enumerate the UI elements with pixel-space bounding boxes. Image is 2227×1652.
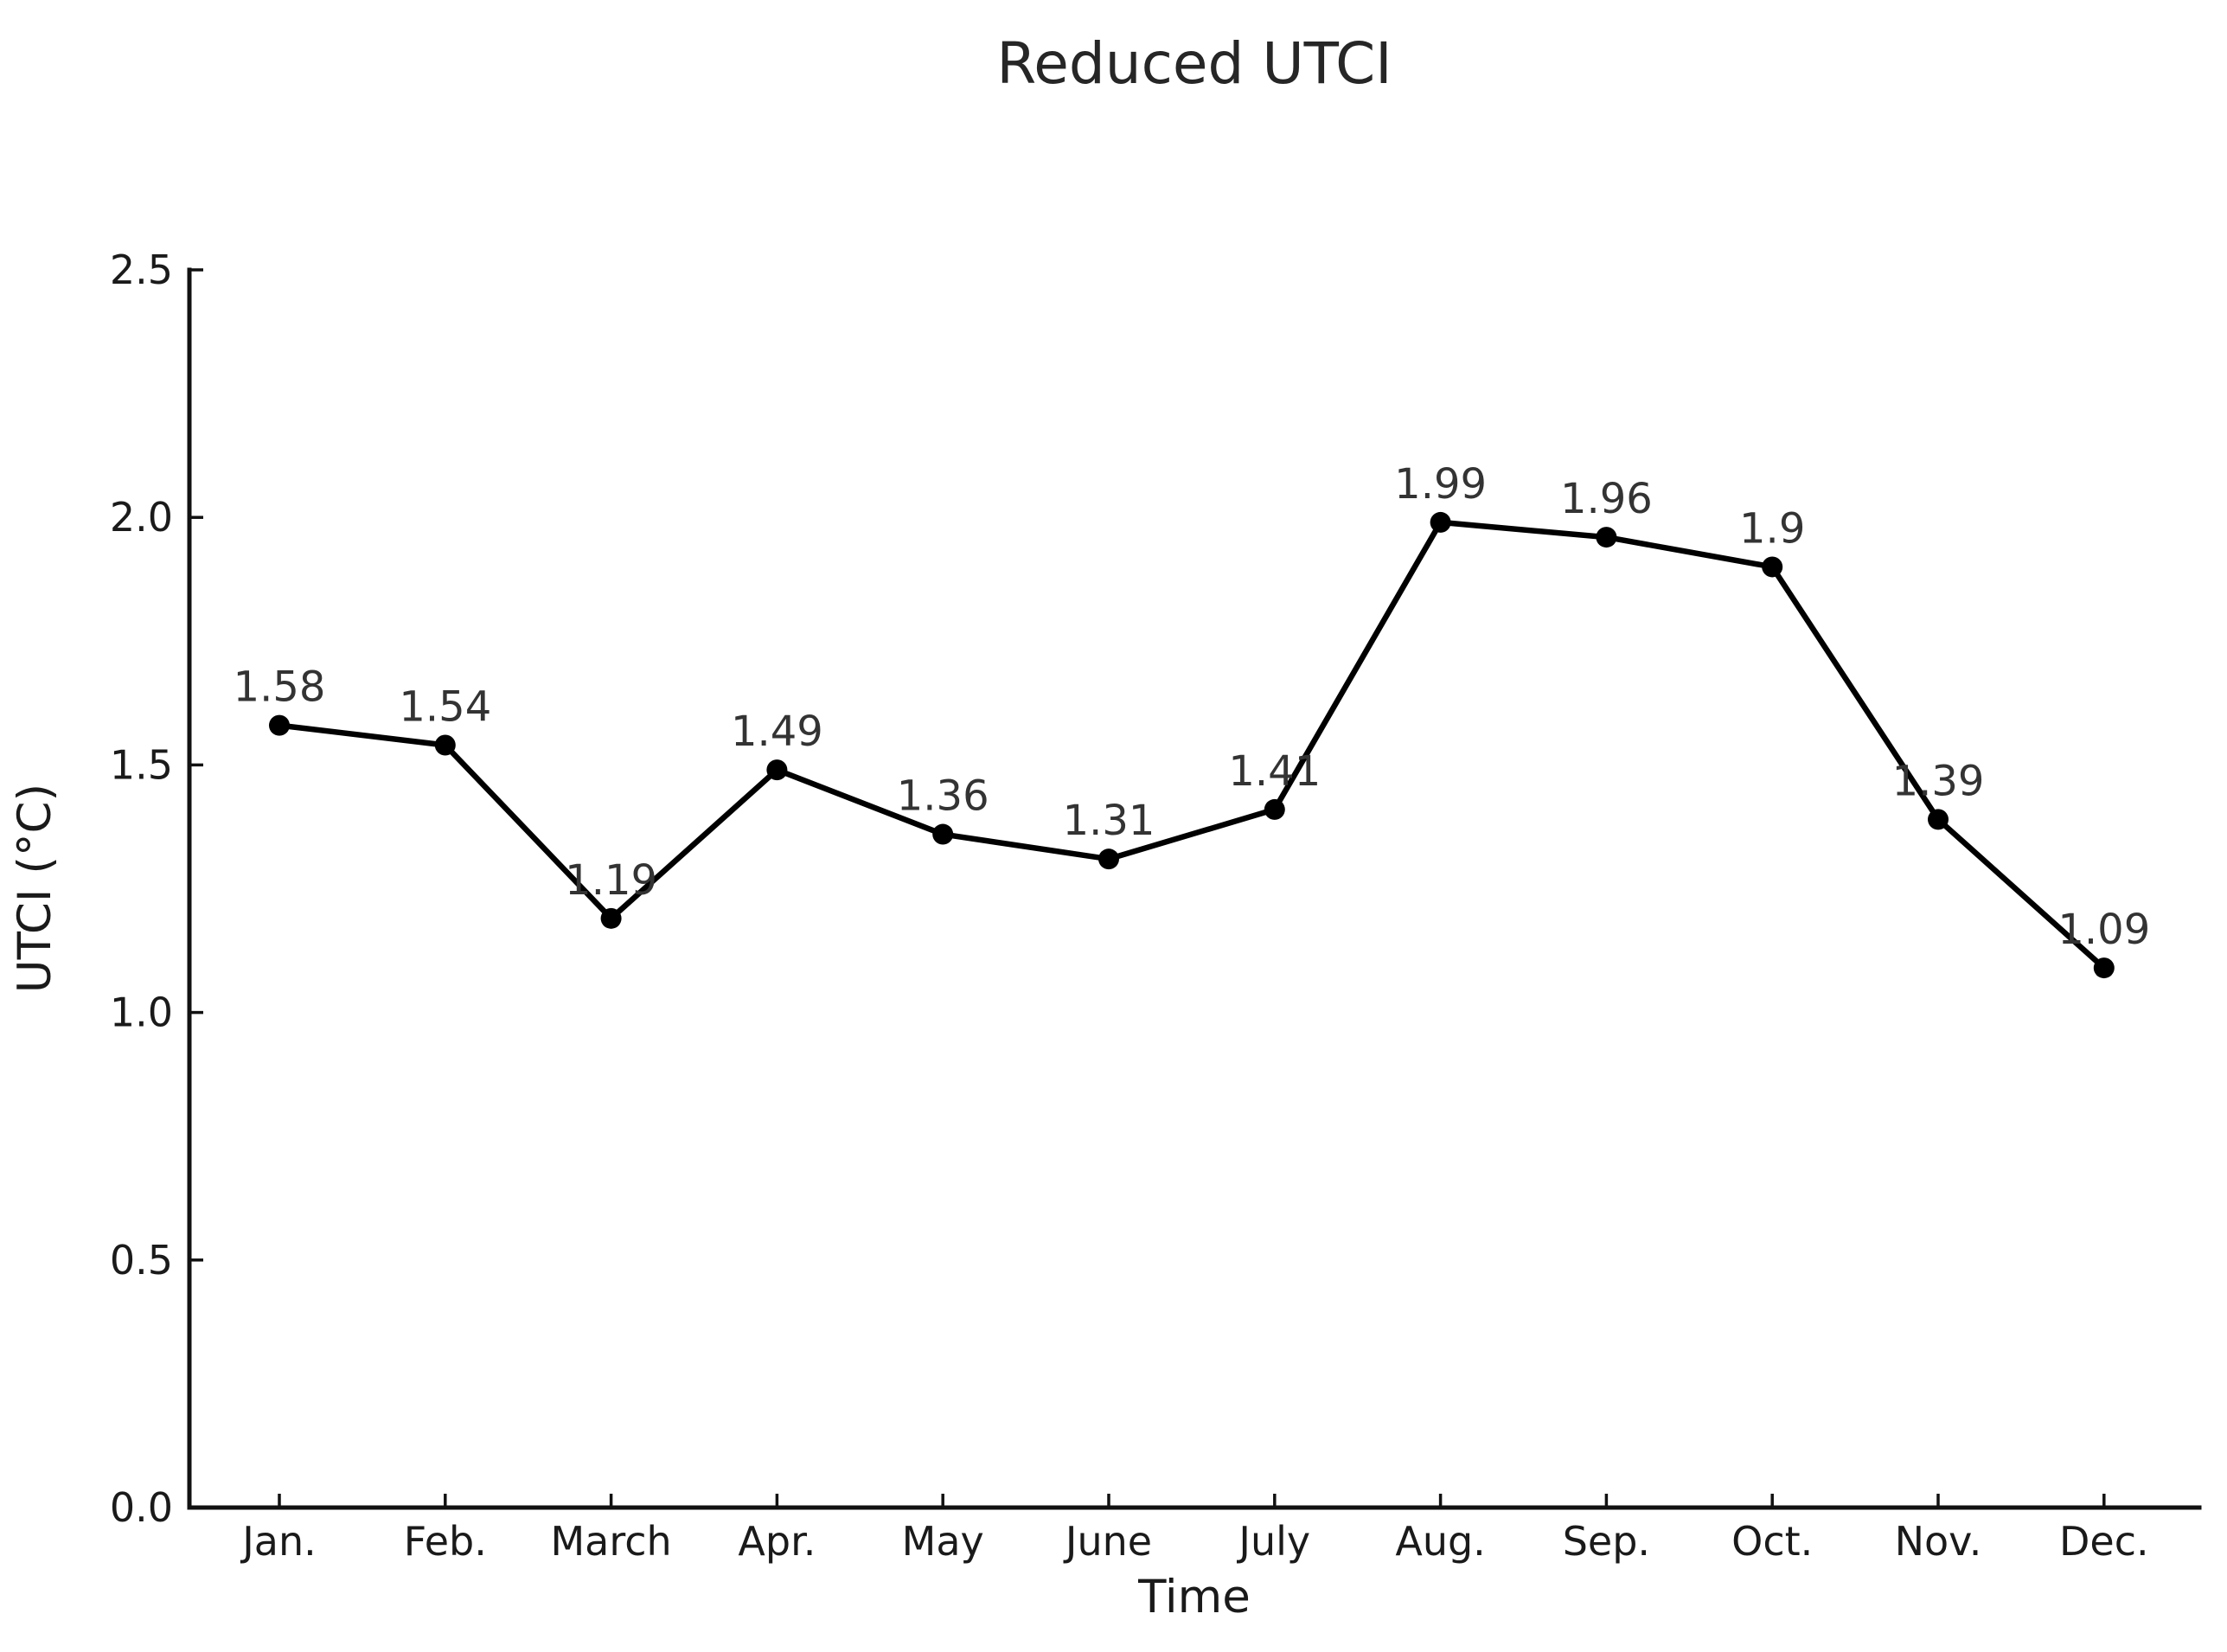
x-axis-label: Time: [1137, 1571, 1251, 1623]
data-series: [269, 511, 2115, 979]
x-tick-label-march: March: [550, 1518, 671, 1565]
y-tick-label-1.5: 1.5: [110, 741, 173, 788]
data-point-oct: [1762, 556, 1783, 578]
x-tick-label-nov: Nov.: [1895, 1518, 1982, 1565]
y-tick-label-0.0: 0.0: [110, 1484, 173, 1531]
y-tick-label-2.5: 2.5: [110, 247, 173, 293]
data-point-label-apr: 1.49: [731, 708, 823, 756]
x-tick-label-may: May: [902, 1518, 984, 1565]
x-tick-label-june: June: [1063, 1518, 1152, 1565]
data-point-label-may: 1.36: [897, 772, 989, 821]
x-tick-label-apr: Apr.: [738, 1518, 816, 1565]
data-point-apr: [766, 759, 788, 781]
x-tick-label-feb: Feb.: [404, 1518, 487, 1565]
data-point-label-june: 1.31: [1063, 797, 1155, 845]
x-tick-label-jan: Jan.: [240, 1518, 317, 1565]
data-point-nov: [1928, 809, 1949, 830]
x-axis-ticks: Jan. Feb. March Apr. May June July Aug. Sep. Oct.…: [240, 1494, 2149, 1565]
y-axis-ticks: 0.0 0.5 1.0 1.5 2.0 2.5: [110, 247, 203, 1531]
x-tick-label-aug: Aug.: [1395, 1518, 1485, 1565]
y-axis-label: UTCI (°C): [9, 784, 61, 993]
data-point-march: [600, 907, 622, 929]
data-point-sep: [1596, 527, 1617, 548]
x-tick-label-july: July: [1236, 1518, 1310, 1565]
data-point-dec: [2093, 957, 2115, 979]
data-point-labels: 1.58 1.54 1.19 1.49 1.36 1.31 1.41 1.99 1.96 1.9 1…: [234, 460, 2151, 954]
data-point-label-nov: 1.39: [1892, 757, 1985, 805]
data-point-july: [1264, 798, 1285, 820]
y-tick-label-0.5: 0.5: [110, 1237, 173, 1284]
data-point-label-march: 1.19: [565, 856, 657, 905]
x-tick-label-dec: Dec.: [2059, 1518, 2149, 1565]
data-point-label-dec: 1.09: [2057, 906, 2150, 954]
data-point-label-sep: 1.96: [1560, 475, 1653, 523]
data-point-may: [932, 823, 954, 845]
data-point-label-jan: 1.58: [234, 663, 326, 712]
x-tick-label-oct: Oct.: [1731, 1518, 1813, 1565]
y-tick-label-2.0: 2.0: [110, 494, 173, 541]
axes-spines: [187, 267, 2202, 1510]
data-point-aug: [1430, 511, 1451, 533]
series-line: [276, 519, 2108, 971]
data-point-feb: [434, 734, 456, 756]
x-tick-label-sep: Sep.: [1563, 1518, 1650, 1565]
data-point-jan: [269, 714, 290, 736]
data-point-label-aug: 1.99: [1394, 460, 1487, 509]
data-point-label-oct: 1.9: [1739, 504, 1805, 553]
data-point-label-feb: 1.54: [399, 683, 491, 732]
chart-title: Reduced UTCI: [996, 30, 1392, 97]
y-tick-label-1.0: 1.0: [110, 989, 173, 1036]
data-point-june: [1098, 848, 1119, 870]
data-point-label-july: 1.41: [1228, 747, 1321, 796]
